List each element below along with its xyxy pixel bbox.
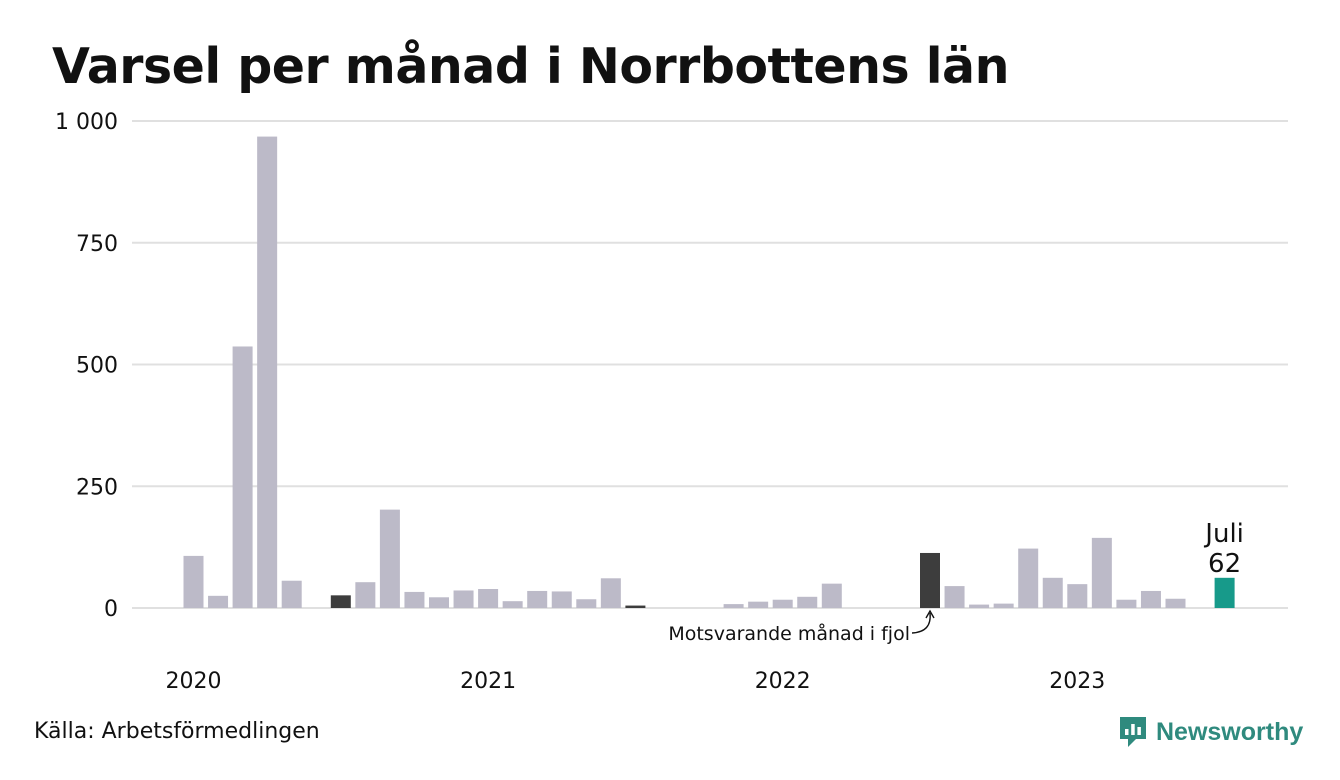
bar [944,586,965,608]
bar [478,589,499,608]
bar [576,599,597,608]
bar [748,601,769,608]
y-tick-label: 250 [76,475,118,500]
x-year-label: 2020 [166,669,222,694]
annotation-label: Motsvarande månad i fjol [668,622,910,645]
bar-highlight [625,605,646,608]
bar [502,601,523,608]
source-note: Källa: Arbetsförmedlingen [34,719,320,744]
bar [600,578,621,608]
gridlines [132,120,1288,609]
bar-highlight [330,595,351,608]
bar [232,346,253,608]
chart-title: Varsel per månad i Norrbottens län [52,38,1010,95]
bar [551,591,572,608]
bar [429,597,449,608]
x-year-label: 2022 [755,669,811,694]
y-axis: 0 250 500 750 1 000 [55,110,118,622]
bar [379,509,400,608]
newsworthy-logo-icon [1120,717,1146,747]
current-month-label: Juli [1203,519,1244,549]
bar [1116,599,1137,608]
bar [1018,548,1039,608]
annotation-arrow [911,612,931,634]
bar [281,580,302,608]
bar [257,136,278,609]
x-year-label: 2021 [460,669,516,694]
y-tick-label: 1 000 [55,110,118,135]
bar [453,590,474,608]
bar [993,603,1014,608]
y-tick-label: 500 [76,354,118,379]
bar [1165,598,1186,608]
current-value-label: 62 [1208,549,1241,579]
bar [527,590,548,608]
bar [797,596,818,608]
bar [183,555,204,608]
annotation-arrowhead [925,609,935,619]
bar-highlight [920,552,940,608]
bar [355,582,376,608]
y-tick-label: 750 [76,232,118,257]
brand-name: Newsworthy [1156,717,1304,746]
bar [1042,577,1063,608]
bar [772,599,793,608]
bar [404,591,425,608]
x-year-label: 2023 [1049,669,1105,694]
bar [1091,537,1112,608]
newsworthy-logo[interactable]: Newsworthy [1118,714,1303,750]
bar [821,583,842,608]
bar [208,595,229,608]
bar [969,604,990,608]
bars [183,136,1235,609]
bar [1067,584,1088,608]
bar-current [1214,577,1235,608]
bar [1140,590,1161,608]
x-axis: 2020 2021 2022 2023 [166,669,1106,694]
bar [723,604,744,608]
y-tick-label: 0 [104,597,118,622]
